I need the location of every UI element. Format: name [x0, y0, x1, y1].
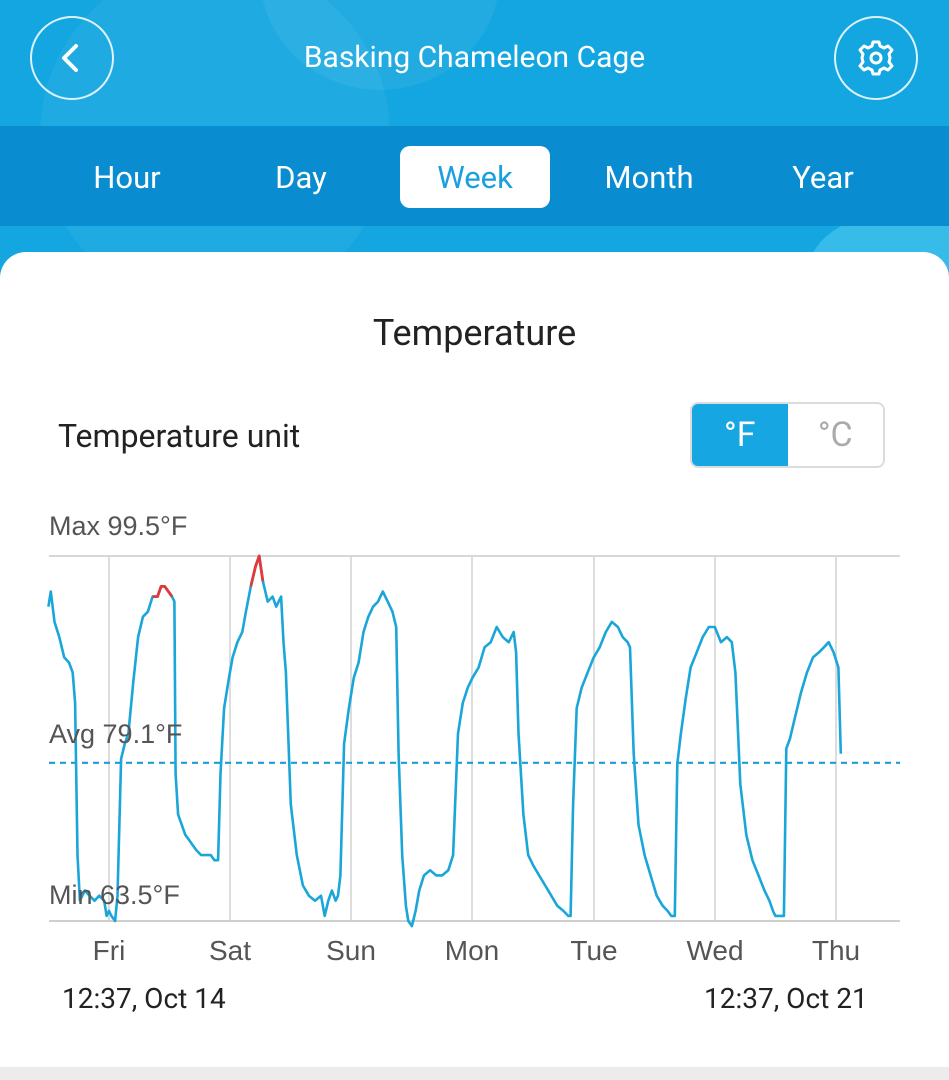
- back-button[interactable]: [30, 16, 114, 100]
- high-temperature-segment: [152, 585, 174, 598]
- x-tick-label: Fri: [93, 935, 126, 966]
- unit-toggle: °F °C: [690, 402, 885, 468]
- tab-hour[interactable]: Hour: [93, 158, 161, 196]
- temperature-unit-label: Temperature unit: [58, 417, 301, 455]
- tab-year[interactable]: Year: [792, 158, 854, 196]
- unit-celsius-button[interactable]: °C: [817, 415, 853, 455]
- range-start-label: 12:37, Oct 14: [62, 982, 226, 1015]
- temperature-chart: Max 99.5°F Avg 79.1°F Min 63.5°F Fri Sat Sun M…: [47, 511, 900, 966]
- x-tick-label: Sun: [326, 935, 376, 966]
- bottom-divider: [0, 1067, 949, 1080]
- high-temperature-segment: [249, 554, 265, 587]
- page-title: Basking Chameleon Cage: [303, 40, 646, 75]
- settings-button[interactable]: [834, 16, 918, 100]
- gear-icon: [858, 40, 894, 76]
- unit-fahrenheit-button[interactable]: °F: [692, 404, 788, 466]
- x-tick-label: Mon: [445, 935, 499, 966]
- min-label: Min 63.5°F: [49, 880, 180, 910]
- range-end-label: 12:37, Oct 21: [704, 982, 868, 1015]
- tab-week[interactable]: Week: [400, 146, 550, 208]
- chevron-left-icon: [62, 44, 78, 72]
- max-label: Max 99.5°F: [49, 511, 187, 541]
- card-title: Temperature: [372, 312, 577, 354]
- temperature-card: [0, 252, 949, 1067]
- x-tick-label: Thu: [812, 935, 860, 966]
- x-tick-label: Tue: [570, 935, 617, 966]
- x-tick-label: Sat: [209, 935, 251, 966]
- x-tick-label: Wed: [686, 935, 743, 966]
- tab-month[interactable]: Month: [604, 158, 694, 196]
- tab-day[interactable]: Day: [275, 158, 327, 196]
- avg-label: Avg 79.1°F: [49, 719, 182, 749]
